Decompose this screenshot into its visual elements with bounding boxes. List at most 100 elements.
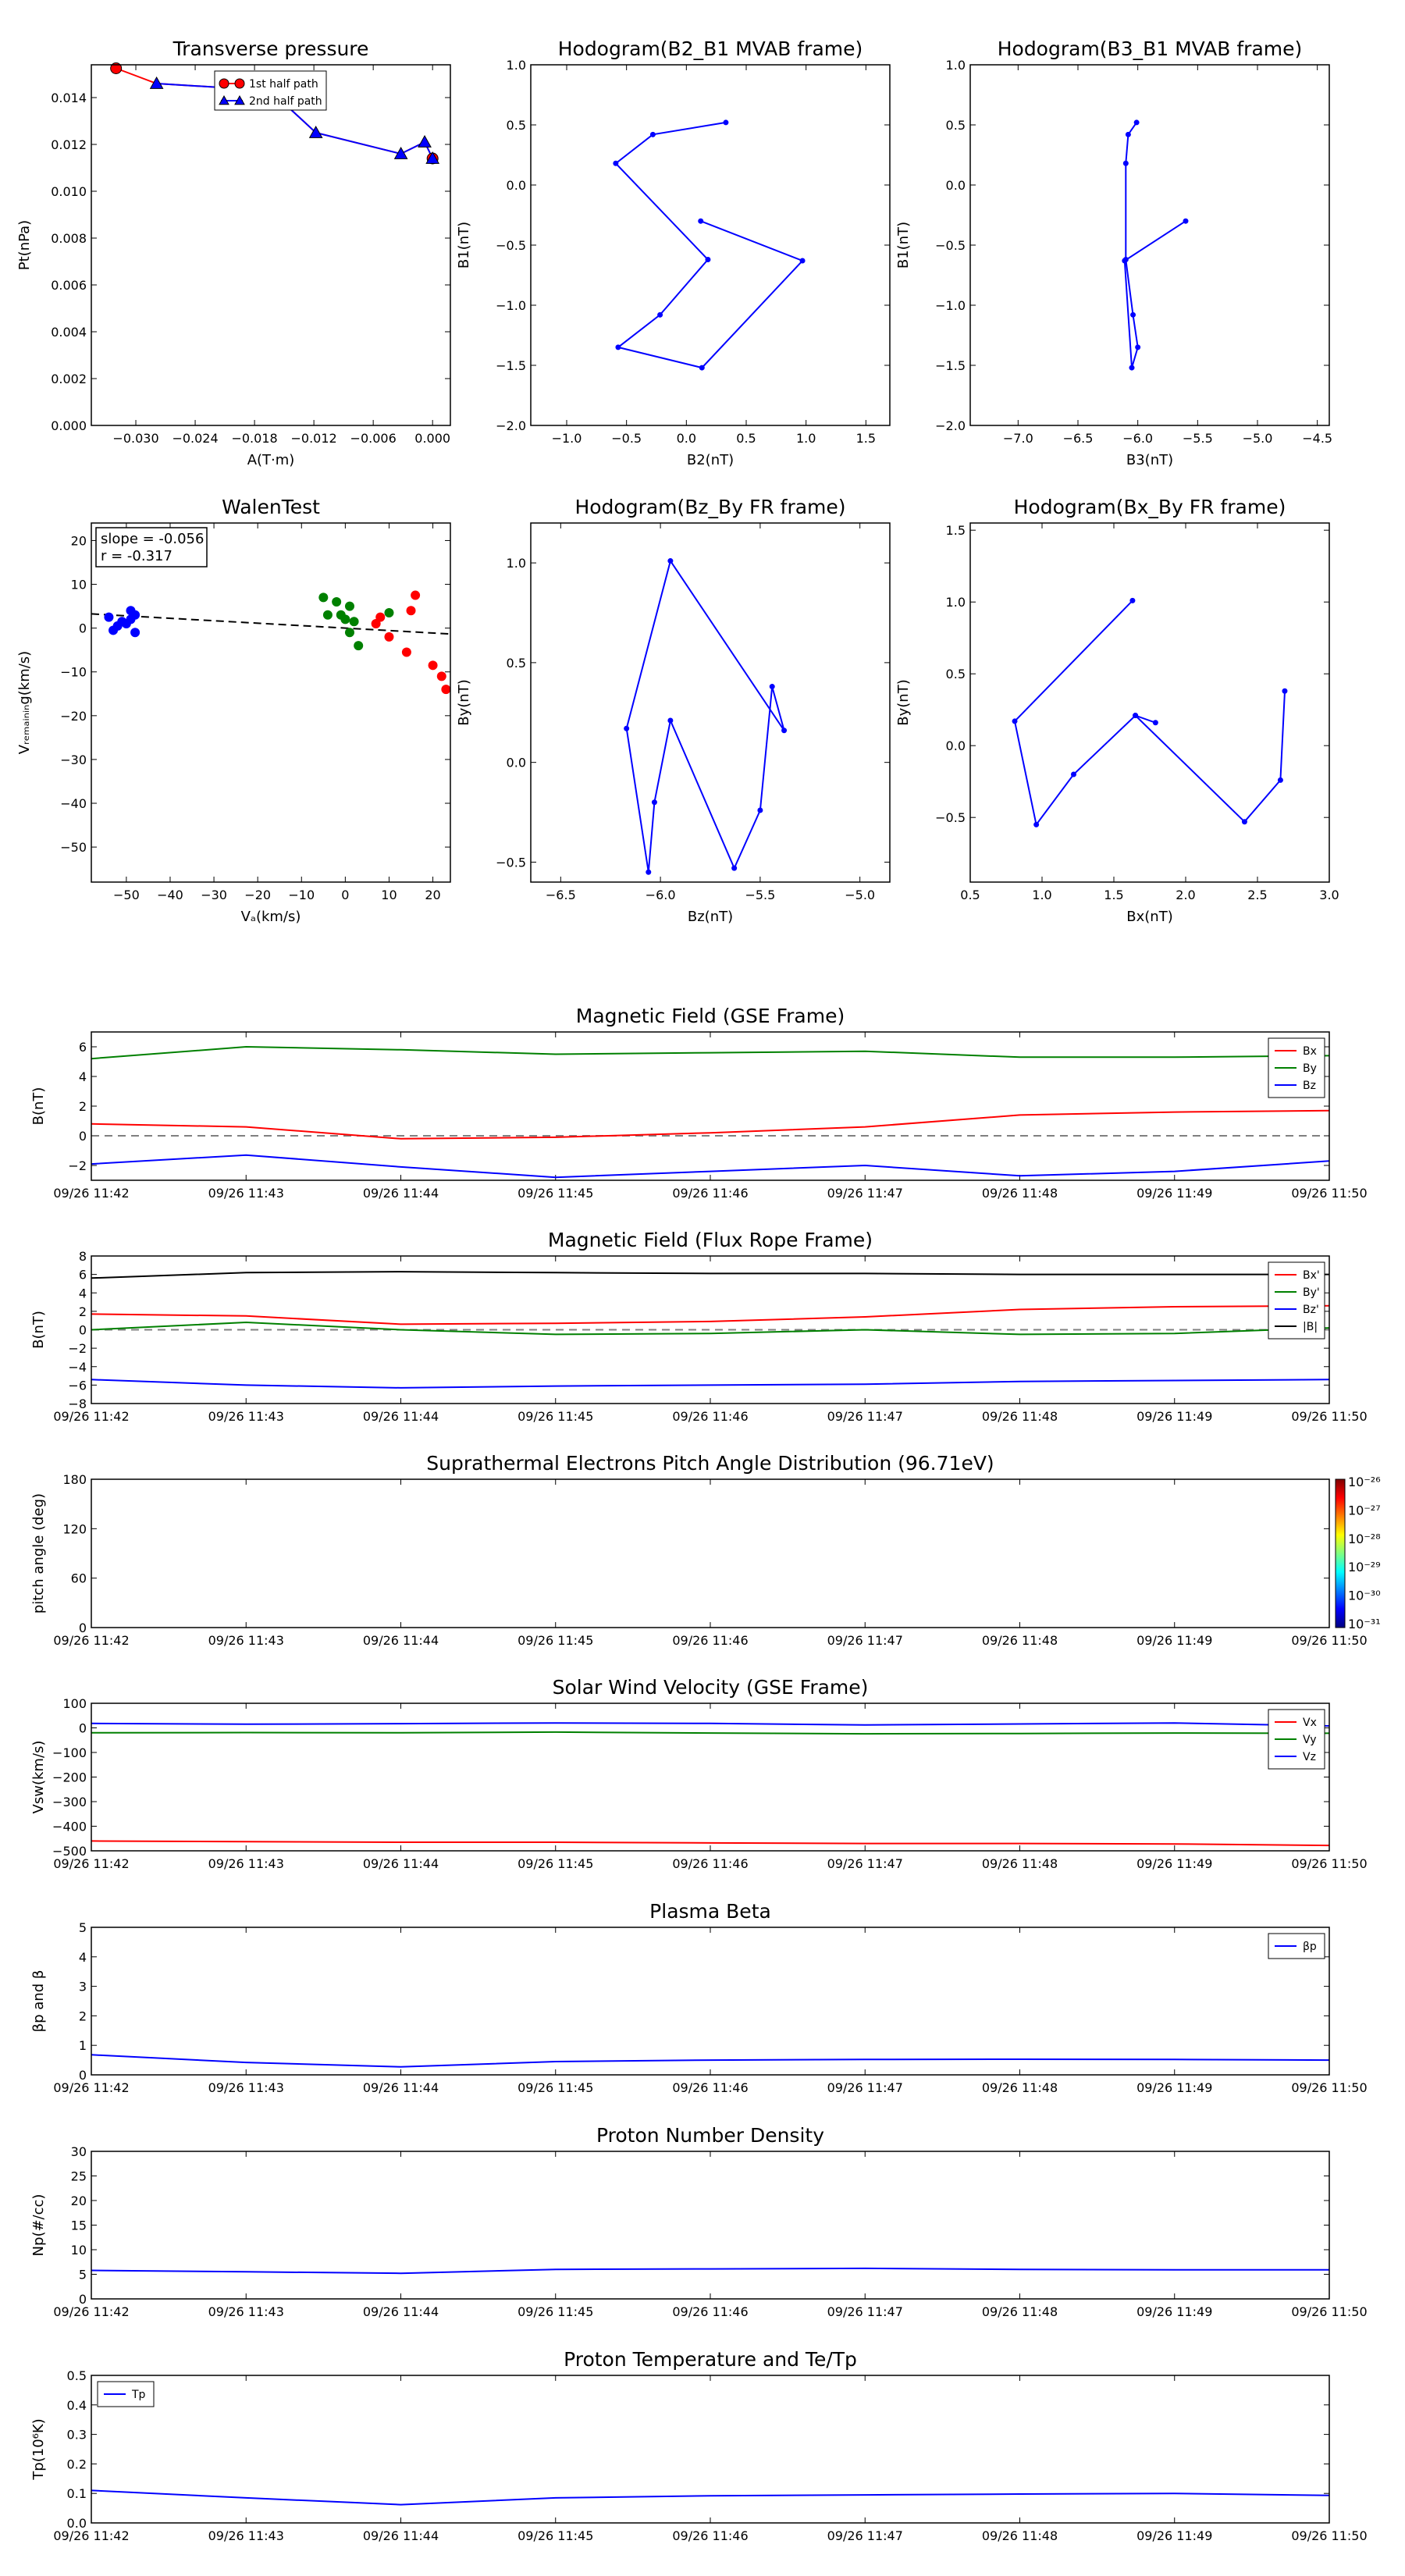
x-tick-label: 09/26 11:46	[672, 2528, 748, 2543]
data-point	[425, 151, 440, 164]
x-axis-label: Bx(nT)	[1126, 909, 1172, 925]
x-tick-label: 20	[425, 888, 440, 902]
x-tick-label: 09/26 11:43	[208, 1633, 284, 1648]
y-tick-label: 5	[79, 1920, 87, 1935]
y-tick-label: 0.006	[51, 278, 87, 293]
x-tick-label: 09/26 11:46	[672, 1186, 748, 1201]
x-tick-label: 09/26 11:48	[982, 1186, 1058, 1201]
legend-label: βp	[1303, 1941, 1317, 1953]
x-tick-label: 09/26 11:47	[827, 1409, 903, 1424]
x-tick-label: 10	[381, 888, 397, 902]
y-axis-label: Pt(nPa)	[16, 220, 33, 270]
y-tick-label: 0.014	[51, 91, 87, 105]
y-tick-label: 10	[71, 578, 87, 592]
x-tick-label: −6.0	[1122, 431, 1153, 446]
y-tick-label: −0.5	[496, 238, 526, 253]
axes-frame	[969, 64, 1330, 426]
axes-frame	[91, 1927, 1330, 2076]
y-axis-label: B1(nT)	[895, 222, 912, 269]
data-point	[393, 146, 408, 159]
x-axis-label: B3(nT)	[1126, 452, 1173, 468]
y-tick-label: 0	[79, 1323, 87, 1338]
axes-frame	[91, 1703, 1330, 1852]
axes-frame	[91, 2375, 1330, 2524]
hodogram-line	[1013, 600, 1156, 827]
x-tick-label: 09/26 11:49	[1136, 1633, 1212, 1648]
transverse-pressure-panel: Transverse pressure 0.000 0.002 0.004 0.006 0…	[16, 37, 451, 468]
y-tick-label: 0.5	[507, 656, 526, 671]
x-tick-label: 09/26 11:49	[1136, 1409, 1212, 1424]
data-point	[657, 311, 663, 318]
x-tick-label: 09/26 11:48	[982, 2080, 1058, 2095]
colorbar	[1335, 1478, 1346, 1628]
colorbar-label: 10⁻²⁹	[1348, 1560, 1381, 1574]
y-tick-label: −4	[68, 1360, 87, 1375]
x-tick-label: 09/26 11:44	[363, 1409, 439, 1424]
x-tick-label: 09/26 11:50	[1291, 1633, 1367, 1648]
chart-title: Proton Number Density	[596, 2124, 824, 2147]
series-line	[91, 2489, 1329, 2506]
x-tick-label: 09/26 11:43	[208, 1409, 284, 1424]
y-axis-label: B1(nT)	[456, 222, 472, 269]
x-axis-label: Bz(nT)	[688, 909, 733, 925]
y-tick-label: −1.5	[496, 358, 526, 373]
scatter-point	[354, 641, 364, 651]
scatter-point	[332, 596, 342, 607]
chart-title: Hodogram(B3_B1 MVAB frame)	[998, 37, 1303, 60]
scatter-point	[130, 610, 140, 620]
x-tick-label: 1.0	[1032, 888, 1051, 902]
legend-label: Bz	[1303, 1080, 1316, 1092]
x-tick-label: 09/26 11:48	[982, 1856, 1058, 1871]
series-line	[91, 1045, 1329, 1060]
y-tick-label: 2	[79, 1099, 87, 1114]
axes-frame	[91, 1478, 1330, 1628]
y-tick-label: 0.012	[51, 137, 87, 152]
data-point	[699, 365, 705, 371]
y-tick-label: 0.0	[946, 178, 966, 193]
y-tick-label: 5	[79, 2268, 87, 2282]
y-tick-label: 60	[71, 1571, 87, 1586]
x-axis-label: A(T·m)	[247, 452, 295, 468]
data-point	[705, 256, 711, 262]
data-point	[1133, 119, 1140, 126]
scatter-point	[375, 612, 386, 622]
y-axis-label: Tp(10⁶K)	[30, 2418, 47, 2480]
y-tick-label: 4	[79, 1950, 87, 1965]
series-line	[91, 1722, 1329, 1727]
y-tick-label: −10	[60, 665, 87, 680]
legend	[214, 70, 327, 111]
legend-label: Tp	[131, 2389, 146, 2401]
axes-frame	[91, 522, 451, 883]
x-tick-label: 09/26 11:47	[827, 1186, 903, 1201]
y-tick-label: 4	[79, 1286, 87, 1300]
y-axis-label: By(nT)	[895, 679, 912, 725]
x-tick-label: 09/26 11:45	[518, 1186, 593, 1201]
x-tick-label: 09/26 11:48	[982, 1633, 1058, 1648]
y-tick-label: 0.5	[507, 118, 526, 133]
data-point	[234, 94, 245, 105]
y-tick-label: 0.5	[67, 2368, 87, 2383]
y-tick-label: −2.0	[935, 418, 966, 433]
x-tick-label: 09/26 11:50	[1291, 2304, 1367, 2319]
legend-label: |B|	[1303, 1321, 1318, 1333]
x-tick-label: 09/26 11:47	[827, 1856, 903, 1871]
data-point	[1033, 821, 1040, 827]
legend-label: Bz'	[1303, 1304, 1319, 1316]
x-tick-label: 09/26 11:50	[1291, 2528, 1367, 2543]
x-tick-label: 09/26 11:46	[672, 1856, 748, 1871]
x-tick-label: 09/26 11:50	[1291, 2080, 1367, 2095]
x-tick-label: 09/26 11:42	[53, 1633, 129, 1648]
scatter-point	[401, 647, 411, 657]
y-tick-label: 1	[79, 2038, 87, 2053]
series-line	[91, 1321, 1329, 1336]
x-tick-label: 1.0	[796, 431, 816, 446]
x-tick-label: −5.0	[1243, 431, 1273, 446]
series-line	[91, 2054, 1329, 2068]
y-axis-label: B(nT)	[30, 1311, 47, 1349]
x-tick-label: −0.030	[112, 431, 158, 446]
data-point	[624, 725, 630, 731]
y-tick-label: −0.5	[935, 810, 966, 825]
scatter-point	[104, 612, 114, 622]
y-tick-label: 20	[71, 533, 87, 548]
